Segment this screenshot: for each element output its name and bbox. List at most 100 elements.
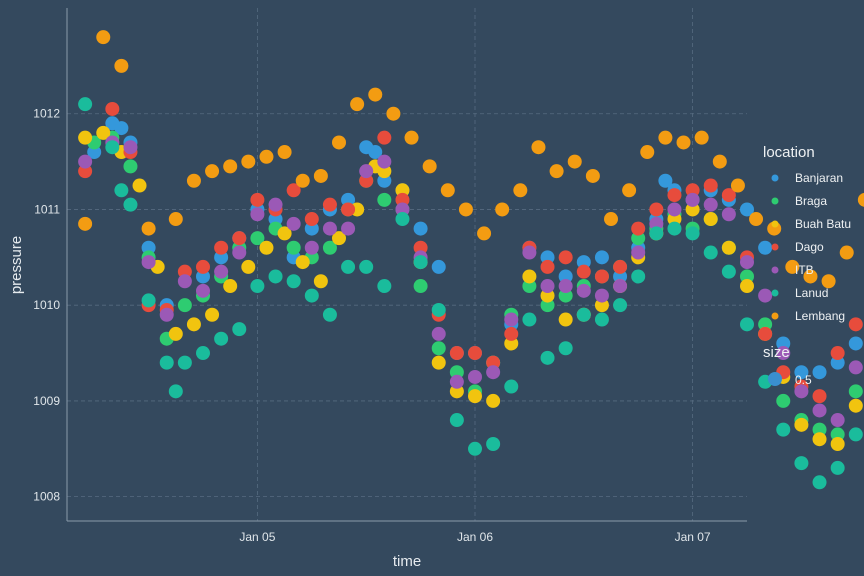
data-point-buah-batu <box>594 298 609 313</box>
data-point-lembang <box>857 192 864 207</box>
data-point-lanud <box>449 413 464 428</box>
data-point-itb <box>159 307 174 322</box>
data-point-itb <box>558 279 573 294</box>
data-point-lanud <box>196 346 210 361</box>
data-point-lanud <box>613 298 628 313</box>
data-point-banjaran <box>540 250 555 265</box>
data-point-dago <box>377 130 392 145</box>
data-point-itb <box>468 369 482 384</box>
data-point-braga <box>177 298 192 313</box>
legend-swatch <box>771 312 779 320</box>
data-point-lanud <box>540 350 555 365</box>
data-point-dago <box>558 250 573 265</box>
legend: location Banjaran Braga Buah Batu Dago ITB La… <box>763 144 851 387</box>
data-point-itb <box>522 245 537 260</box>
data-point-lanud <box>631 269 646 284</box>
data-point-buah-batu <box>78 130 93 145</box>
data-point-lembang <box>658 130 673 145</box>
data-point-dago <box>848 317 863 332</box>
data-point-lanud <box>522 312 537 327</box>
data-point-lembang <box>404 130 419 145</box>
data-point-lembang <box>241 154 256 169</box>
data-point-lanud <box>431 302 446 317</box>
data-point-lanud <box>848 427 863 442</box>
data-point-lembang <box>712 154 727 169</box>
data-point-lanud <box>286 274 301 289</box>
data-point-lembang <box>78 216 93 231</box>
data-point-dago <box>214 240 229 255</box>
x-tick-label: Jan 07 <box>675 530 711 544</box>
legend-label: Dago <box>795 240 824 254</box>
data-point-buah-batu <box>313 274 328 289</box>
data-point-lembang <box>694 130 709 145</box>
data-point-banjaran <box>87 145 102 160</box>
data-point-braga <box>758 317 773 332</box>
legend-swatch <box>771 266 779 274</box>
data-point-dago <box>540 259 555 274</box>
data-point-lembang <box>223 159 238 174</box>
data-point-lanud <box>141 293 156 308</box>
data-point-buah-batu <box>703 212 718 227</box>
data-point-dago <box>322 197 337 212</box>
data-point-banjaran <box>658 173 673 188</box>
data-point-lanud <box>830 460 845 475</box>
data-point-itb <box>812 403 827 418</box>
data-point-braga <box>740 269 754 284</box>
data-point-lembang <box>567 154 582 169</box>
data-point-itb <box>341 221 356 236</box>
data-point-dago <box>703 178 718 193</box>
legend-size-swatch <box>768 372 782 386</box>
data-point-itb <box>830 413 845 428</box>
data-point-itb <box>613 279 628 294</box>
data-point-buah-batu <box>186 317 201 332</box>
data-point-lembang <box>168 212 183 227</box>
data-point-lembang <box>839 245 854 260</box>
data-point-buah-batu <box>558 312 573 327</box>
data-point-dago <box>631 221 646 236</box>
data-point-buah-batu <box>132 178 147 193</box>
data-point-lembang <box>622 183 637 198</box>
data-point-banjaran <box>758 240 773 255</box>
data-point-itb <box>395 202 410 217</box>
legend-label: Lembang <box>795 309 845 323</box>
data-point-lembang <box>495 202 510 217</box>
data-point-lembang <box>141 221 156 236</box>
data-point-lembang <box>386 106 401 121</box>
data-point-banjaran <box>431 259 446 274</box>
data-point-banjaran <box>576 255 591 270</box>
data-point-lanud <box>250 279 265 294</box>
data-point-itb <box>359 164 374 179</box>
data-point-lanud <box>685 226 700 241</box>
y-tick-label: 1010 <box>33 298 60 312</box>
data-point-lanud <box>214 331 229 346</box>
data-points <box>78 30 864 490</box>
data-point-lembang <box>277 145 292 160</box>
data-point-dago <box>830 346 845 361</box>
y-tick-label: 1011 <box>34 202 60 216</box>
data-point-lembang <box>604 212 618 227</box>
data-point-buah-batu <box>277 226 292 241</box>
data-point-braga <box>848 384 863 399</box>
data-point-banjaran <box>341 192 356 207</box>
data-point-itb <box>486 365 501 380</box>
data-point-dago <box>613 259 628 274</box>
legend-size-title: size <box>763 344 790 361</box>
data-point-lembang <box>368 87 383 102</box>
data-point-dago <box>395 192 410 207</box>
legend-label: Buah Batu <box>795 217 851 231</box>
data-point-lembang <box>640 145 655 160</box>
data-point-buah-batu <box>486 393 501 408</box>
data-point-lembang <box>295 173 310 188</box>
data-point-lanud <box>504 379 519 394</box>
data-point-itb <box>304 240 319 255</box>
data-point-buah-batu <box>540 288 555 303</box>
data-point-itb <box>794 384 809 399</box>
legend-label: Lanud <box>795 286 828 300</box>
data-point-buah-batu <box>205 307 220 322</box>
data-point-dago <box>232 231 247 246</box>
data-point-buah-batu <box>295 255 310 270</box>
data-point-buah-batu <box>377 164 392 179</box>
data-point-lanud <box>740 317 754 332</box>
data-point-buah-batu <box>468 389 482 404</box>
